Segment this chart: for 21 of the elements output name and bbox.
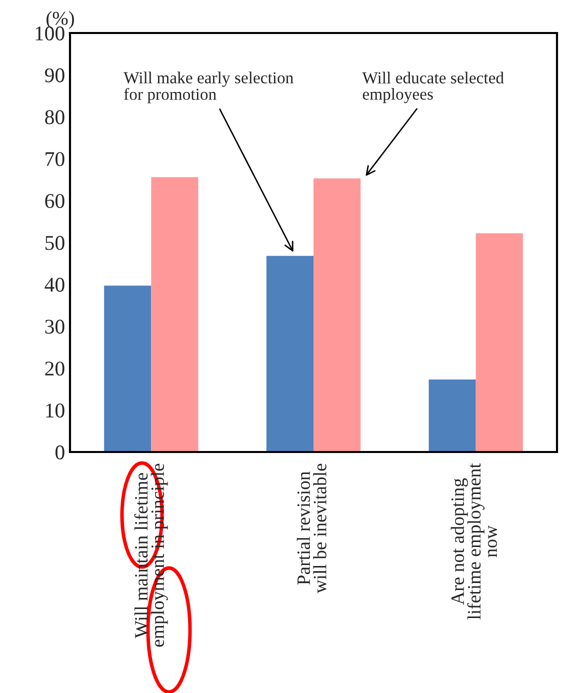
text: Will make early selection for promotion [124,72,294,104]
y-tick-label: 20 [45,362,64,376]
y-tick-label: 70 [46,152,64,166]
y-tick-label: 90 [44,68,64,82]
y-tick-label: 0 [56,445,64,460]
text: Will educate selected employees [362,72,504,104]
x-tick-label: Partial revision will be inevitable [296,464,326,594]
y-tick-label: 10 [46,403,64,418]
bar [266,256,314,452]
y-tick-label: 30 [45,320,64,334]
x-tick-label: Are not adopting lifetime employment now [450,463,498,620]
x-tick-label: Will maintain lifetime employment in principle [134,464,168,647]
bar [476,233,523,452]
y-tick-label: 50 [46,236,64,250]
bar [314,178,361,452]
bar [428,380,476,452]
y-tick-label: 60 [45,194,64,208]
bar [104,286,152,452]
bar [151,177,198,452]
y-tick-label: 80 [45,110,64,124]
y-tick-label: 40 [44,278,64,292]
